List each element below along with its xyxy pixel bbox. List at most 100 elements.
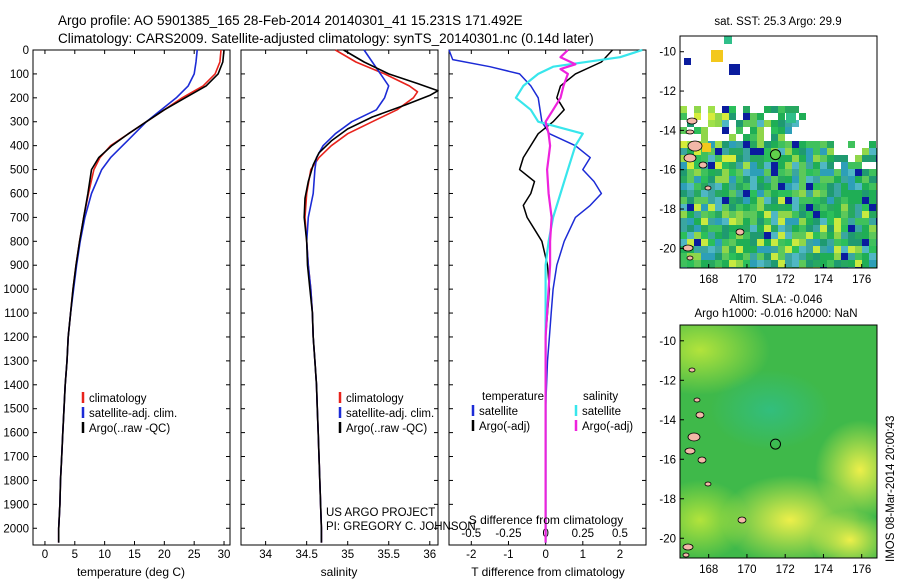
sst-cell [694,155,701,162]
x-tick-label: 35 [341,549,354,561]
island [697,456,707,464]
sst-cell [729,176,736,183]
sst-cell [694,162,701,169]
sst-cell [806,253,813,260]
sst-cell [750,134,757,141]
lat-tick-label: -12 [659,375,676,387]
sst-cell [711,50,723,62]
sst-cell [750,113,757,120]
depth-tick-label: 2000 [3,523,29,535]
depth-tick-label: 1600 [3,428,29,440]
sst-cell [785,162,792,169]
island [693,397,701,403]
sst-cell [680,260,687,267]
salinity-lines [303,49,439,543]
sst-cell [841,169,848,176]
sst-cell [806,204,813,211]
sst-cell [785,211,792,218]
sst-cell [799,225,806,232]
sst-cell [694,239,701,246]
sst-cell [827,176,834,183]
lat-tick-label: -12 [659,86,676,98]
sst-cell [680,211,687,218]
sst-cell [701,183,708,190]
sst-cell [869,183,876,190]
sst-cell [855,253,862,260]
sst-cell [708,120,715,127]
sst-cell [708,218,715,225]
sst-cell [792,183,799,190]
island [685,129,695,135]
x-tick-label: -2 [466,549,476,561]
difference-axes-frame [448,49,647,546]
sst-cell [841,190,848,197]
sst-cell [736,232,743,239]
sst-cell [680,197,687,204]
sst-cell [834,197,841,204]
sst-cell [820,239,827,246]
project-annotation: US ARGO PROJECT [326,507,435,519]
sst-cell [792,211,799,218]
sst-cell [715,162,722,169]
depth-tick-label: 1400 [3,380,29,392]
sst-cell [855,204,862,211]
sst-cell [848,239,855,246]
sst-cell [841,218,848,225]
sst-cell [722,162,729,169]
temperature-xlabel: temperature (deg C) [77,565,185,579]
sst-cell [743,162,750,169]
sst-cell [855,197,862,204]
sst-cell [687,260,694,267]
sst-cell [708,169,715,176]
sst-cell [848,183,855,190]
sst-cell [869,176,876,183]
sst-cell [778,155,785,162]
sst-cell [771,190,778,197]
sst-cell [869,232,876,239]
sst-cell [855,162,862,169]
sst-cell [750,253,757,260]
title-line-1: Argo profile: AO 5901385_165 28-Feb-2014… [58,13,523,28]
sst-cell [757,253,764,260]
sst-cell [722,176,729,183]
sst-cell [862,232,869,239]
sst-cell [708,155,715,162]
depth-tick-label: 1500 [3,404,29,416]
sst-cell [694,183,701,190]
island [737,516,747,524]
sst-cell [729,211,736,218]
sst-cell [701,239,708,246]
sst-cell [715,260,722,267]
sst-cell [813,162,820,169]
sst-cell [743,204,750,211]
depth-tick-label: 300 [10,117,29,129]
sst-cell [701,155,708,162]
sst-cell [806,176,813,183]
sst-cell [792,218,799,225]
sst-cell [827,169,834,176]
sst-cell [680,106,687,113]
sst-cell [771,141,778,148]
sst-cell [848,162,855,169]
sst-cell [722,232,729,239]
sst-cell [813,197,820,204]
sst-cell [834,260,841,267]
sst-cell [715,176,722,183]
sst-cell [799,197,806,204]
sst-cell [715,113,722,120]
sst-cell [757,211,764,218]
sst-cell [813,211,820,218]
legend-entry: satellite-adj. clim. [346,408,434,420]
sst-cell [778,106,785,113]
sst-cell [785,190,792,197]
sst-cell [757,239,764,246]
sst-cell [750,141,757,148]
sst-cell [684,58,691,65]
sst-cell [869,204,876,211]
island [682,244,694,252]
sst-cell [708,204,715,211]
sst-cell [806,197,813,204]
sst-cell [715,169,722,176]
sst-cell [771,134,778,141]
sst-cell [764,106,771,113]
